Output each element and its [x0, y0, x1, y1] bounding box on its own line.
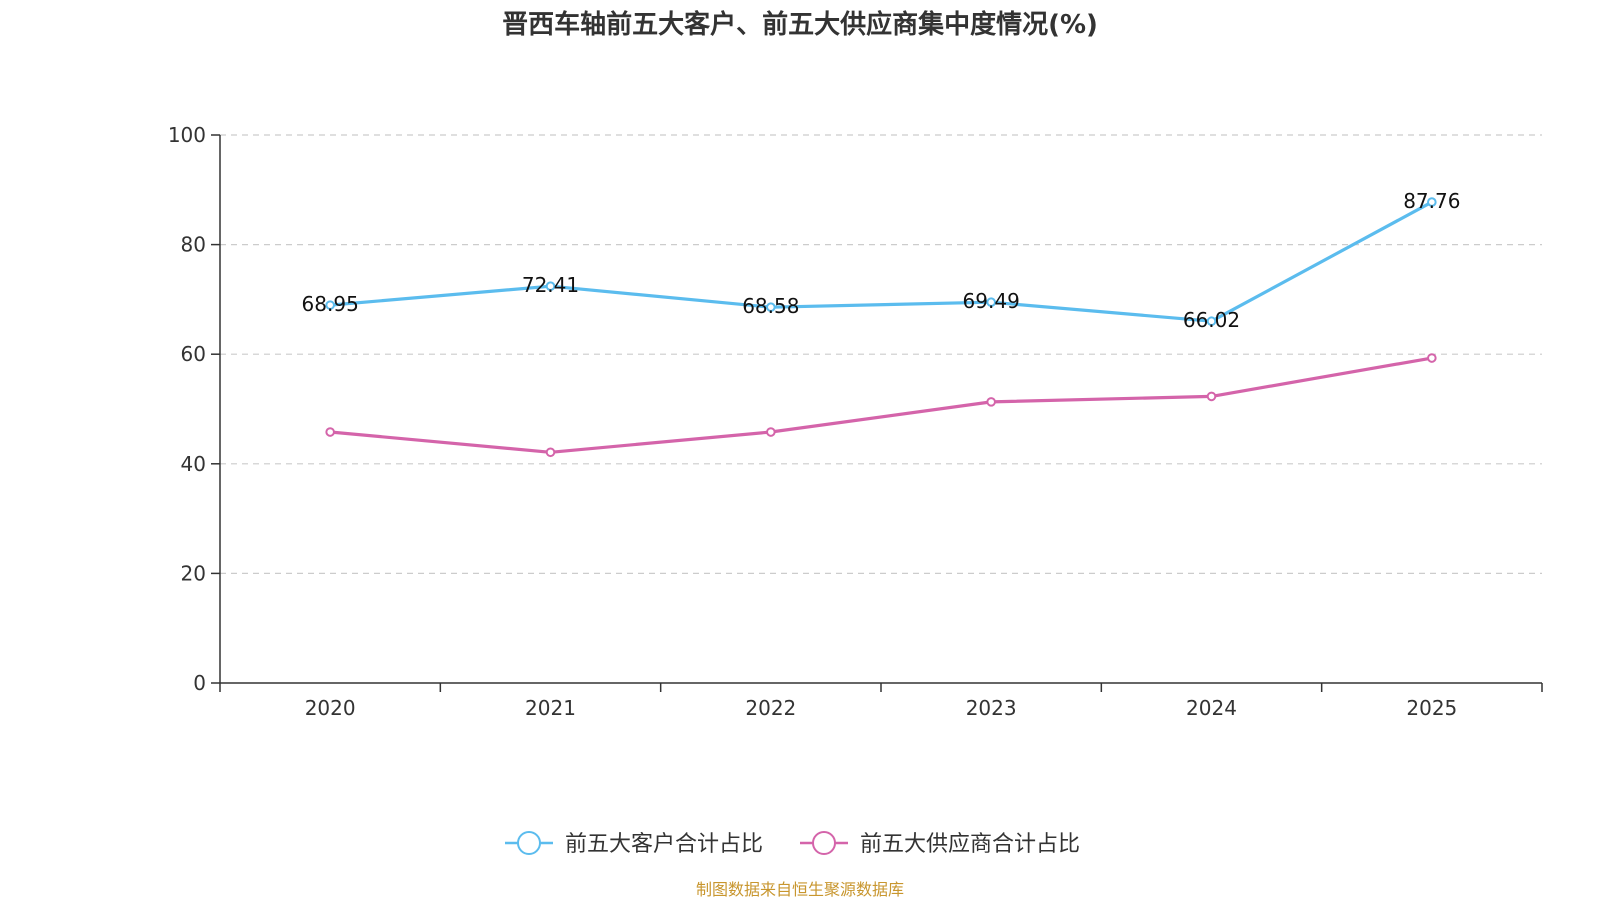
x-tick-label-2024: 2024	[1186, 696, 1237, 720]
data-point-1-2023	[986, 397, 996, 407]
legend-item-1[interactable]: 前五大供应商合计占比	[800, 831, 1080, 857]
data-label-2023: 69.49	[963, 289, 1020, 313]
data-label-2022: 68.58	[742, 294, 799, 318]
y-tick-label: 20	[181, 561, 206, 585]
axis-layer: 0 20 40 60 80 100 2020 2021 2022 2023 2024 2025	[168, 123, 1543, 720]
x-tick-label-2020: 2020	[305, 696, 356, 720]
x-tick-label-2021: 2021	[525, 696, 576, 720]
y-tick-label: 40	[181, 452, 206, 476]
data-point-0-2023	[986, 297, 996, 307]
series-line-1	[328, 356, 1434, 454]
y-tick-label: 60	[181, 342, 206, 366]
label-layer: 68.95 72.41 68.58 69.49 66.02 87.76	[302, 189, 1461, 332]
data-label-2021: 72.41	[522, 273, 579, 297]
data-point-0-2024	[1206, 316, 1217, 327]
data-point-1-2025	[1427, 353, 1437, 363]
y-tick-label: 80	[181, 233, 206, 257]
series-line-0	[328, 200, 1434, 323]
data-label-2024: 66.02	[1183, 308, 1240, 332]
legend-label: 前五大供应商合计占比	[860, 832, 1080, 857]
x-tick-label-2022: 2022	[745, 696, 796, 720]
data-label-2020: 68.95	[302, 292, 359, 316]
x-tick-label-2025: 2025	[1406, 696, 1457, 720]
data-point-0-2020	[325, 300, 335, 310]
legend-item-0[interactable]: 前五大客户合计占比	[505, 831, 763, 857]
chart-title: 晋西车轴前五大客户、前五大供应商集中度情况(%)	[502, 9, 1098, 40]
x-tick-label-2023: 2023	[966, 696, 1017, 720]
grid-layer	[220, 134, 1542, 575]
legend[interactable]: 前五大客户合计占比 前五大供应商合计占比	[505, 831, 1080, 857]
y-tick-label: 100	[168, 123, 206, 147]
y-tick-label: 0	[193, 671, 206, 695]
data-point-1-2021	[545, 447, 556, 458]
data-point-1-2022	[766, 427, 776, 437]
source-note: 制图数据来自恒生聚源数据库	[696, 880, 904, 899]
data-label-2025: 87.76	[1403, 189, 1460, 213]
data-point-0-2021	[545, 281, 556, 291]
legend-label: 前五大客户合计占比	[565, 832, 763, 857]
data-point-1-2020	[325, 427, 335, 437]
series-layer	[325, 197, 1437, 458]
data-point-0-2022	[766, 302, 776, 312]
data-point-1-2024	[1206, 391, 1217, 402]
data-point-0-2025	[1427, 197, 1437, 207]
legend-marker-icon	[812, 831, 836, 855]
legend-marker-icon	[517, 831, 541, 855]
